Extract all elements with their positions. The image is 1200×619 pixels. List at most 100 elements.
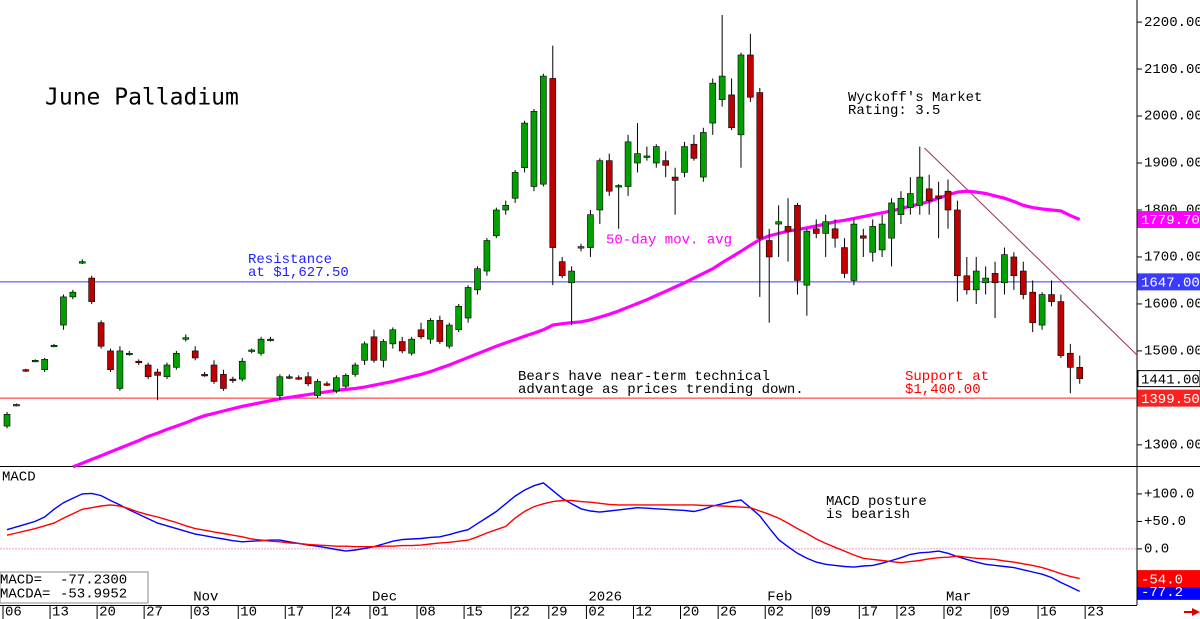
annotation-line: Rating: 3.5 [848, 103, 940, 119]
x-tick-label: 02 [946, 605, 963, 619]
x-tick-label: 17 [861, 605, 878, 619]
value-box-label: 1779.70 [1141, 213, 1200, 229]
annotation: Wyckoff's Market Rating: 3.5 [848, 90, 982, 119]
candle-body [944, 190, 952, 211]
candle-body [342, 375, 350, 387]
candle-body [869, 226, 877, 253]
candle-body [963, 275, 971, 291]
readout-box [0, 571, 149, 604]
candle-body [78, 261, 86, 264]
y-tick-label: 1900.00 [1144, 156, 1200, 172]
candle-body [841, 247, 848, 274]
candle-body [587, 214, 594, 248]
candle-body [257, 338, 265, 354]
candle-body [568, 270, 575, 284]
candle-body [445, 324, 453, 347]
annotation: Resistance at $1,627.50 [248, 252, 349, 281]
month-label: Mar [946, 590, 971, 606]
x-tick-label: 06 [5, 605, 22, 619]
readout-name: MACDA= [0, 587, 50, 603]
candle-body [436, 320, 444, 342]
candle-body [511, 172, 519, 199]
candle-body [60, 296, 67, 326]
candle-body [163, 364, 171, 378]
candle-body [201, 374, 208, 377]
y-tick-label: 1500.00 [1144, 344, 1200, 360]
trend-line [924, 147, 1138, 356]
macd-line [6, 499, 1080, 580]
candle-body [681, 146, 688, 173]
x-tick-label: 26 [720, 605, 737, 619]
x-tick-label: 22 [513, 605, 530, 619]
readout-name: MACD= [0, 573, 42, 589]
candle-body [709, 82, 717, 124]
candle-body [248, 349, 255, 352]
value-box [1137, 570, 1200, 588]
candle-body [220, 374, 227, 389]
candle-body [502, 204, 510, 211]
chart-title: June Palladium [45, 85, 239, 111]
candle-body [878, 223, 886, 251]
month-label: Feb [767, 590, 792, 606]
candle-body [31, 360, 39, 363]
candle-body [756, 92, 764, 239]
candle-body [634, 153, 641, 164]
candle-body [455, 305, 462, 331]
candle-body [775, 221, 782, 225]
candle-body [285, 376, 293, 379]
candle-body [295, 377, 303, 380]
candle-body [558, 261, 566, 277]
x-tick-label: 23 [899, 605, 916, 619]
candle-body [690, 143, 698, 159]
annotation-line: Wyckoff's Market [848, 90, 982, 106]
value-box [1137, 389, 1200, 407]
candle-body [351, 364, 359, 375]
candle-body [765, 240, 773, 258]
x-tick-label: 16 [1040, 605, 1057, 619]
series-label: 50-day mov. avg [606, 233, 732, 249]
candle-body [483, 240, 491, 272]
y-tick-label: +50.0 [1144, 514, 1186, 530]
candle-body [982, 277, 989, 284]
candle-body [812, 228, 820, 234]
x-tick-label: 15 [466, 605, 483, 619]
candle-body [116, 350, 124, 389]
candle-body [925, 188, 933, 201]
candle-body [1038, 294, 1046, 326]
x-tick-label: 02 [767, 605, 784, 619]
x-tick-label: 27 [146, 605, 163, 619]
candle-body [596, 160, 604, 211]
scroll-arrow [1184, 608, 1200, 616]
candle-body [229, 378, 237, 381]
candle-body [907, 193, 914, 208]
candle-body [831, 228, 839, 239]
annotation-line: advantage as prices trending down. [518, 382, 804, 398]
y-tick-label: 2200.00 [1144, 15, 1200, 31]
candle-body [276, 376, 284, 396]
candle-body [577, 246, 585, 249]
candle-body [493, 209, 500, 237]
candle-body [794, 204, 801, 281]
candle-body [474, 268, 481, 291]
candle-body [747, 54, 754, 98]
candle-body [1019, 270, 1027, 295]
candle-body [267, 338, 274, 341]
macd-line [6, 482, 1081, 593]
candle-body [784, 226, 792, 232]
candle-body [935, 195, 942, 199]
annotation-line: Bears have near-term technical [518, 369, 770, 385]
month-label: Dec [372, 590, 397, 606]
candle-body [417, 329, 425, 338]
x-tick-label: 12 [635, 605, 652, 619]
annotation-line: Resistance [248, 252, 332, 268]
candle-body [333, 377, 340, 392]
candle-body [991, 273, 999, 284]
candle-body [323, 383, 331, 386]
x-tick-label: 09 [814, 605, 831, 619]
candle-body [540, 75, 547, 185]
value-box [1137, 211, 1200, 229]
month-label: 2026 [588, 590, 622, 606]
candle-body [22, 369, 30, 372]
value-box [1137, 273, 1200, 291]
